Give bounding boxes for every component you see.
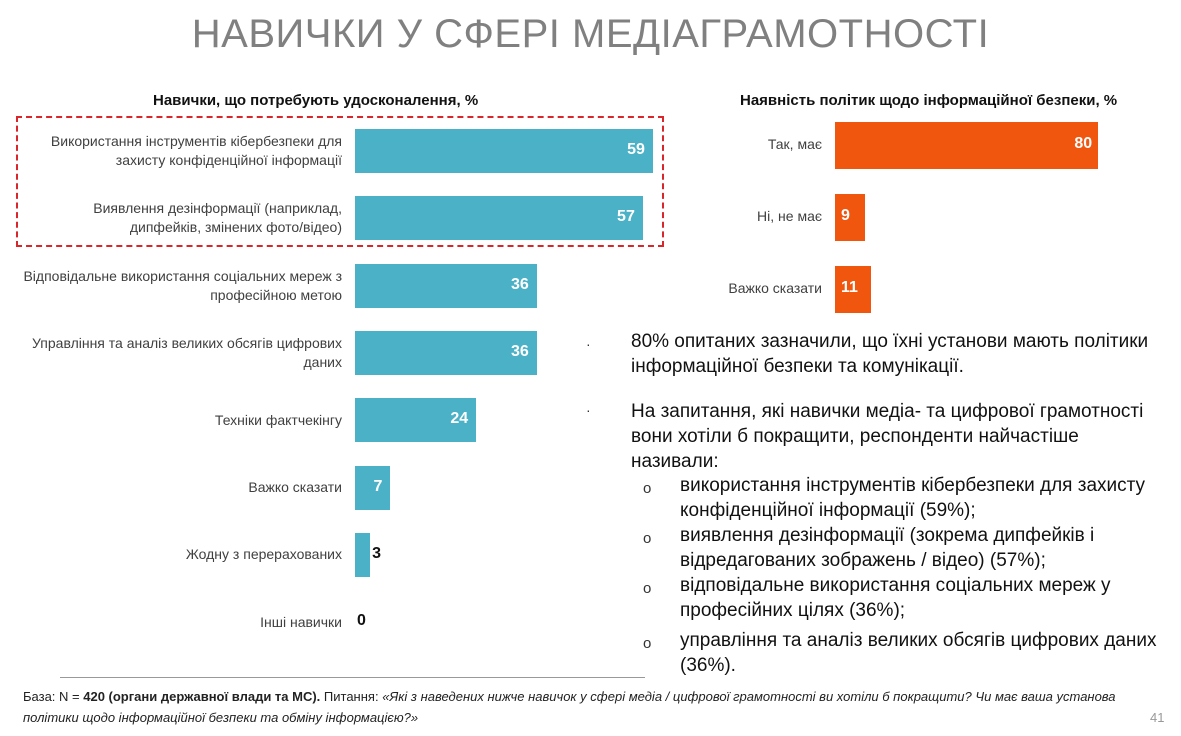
bar-value: 36 bbox=[511, 342, 529, 360]
bar bbox=[835, 266, 872, 313]
bar-label: Інші навички bbox=[260, 613, 342, 630]
bar-value: 80 bbox=[1074, 135, 1093, 152]
bar bbox=[355, 330, 537, 375]
bar bbox=[835, 194, 865, 241]
summary-bullet-2: На запитання, які навички медіа- та цифр… bbox=[631, 401, 1144, 472]
bar bbox=[355, 263, 537, 308]
bar-label: Виявлення дезінформації (наприклад, дипф… bbox=[93, 200, 342, 236]
summary-sub-item: управління та аналіз великих обсягів циф… bbox=[680, 630, 1157, 676]
base-label: База: N = bbox=[23, 689, 84, 704]
bar bbox=[355, 129, 653, 173]
sub-bullet-icon: o bbox=[643, 480, 652, 497]
summary-sub-item: виявлення дезінформації (зокрема дипфейк… bbox=[680, 525, 1095, 571]
sub-bullet-icon: o bbox=[643, 530, 652, 547]
bar-label: Ні, не має bbox=[757, 208, 822, 224]
summary-sub-item: відповідальне використання соціальних ме… bbox=[680, 575, 1111, 621]
bar-label: Так, має bbox=[767, 136, 822, 152]
bar-label: Важко сказати bbox=[728, 280, 822, 296]
bar-value: 59 bbox=[627, 141, 645, 158]
page-number: 41 bbox=[1150, 710, 1165, 725]
bar-value: 9 bbox=[841, 207, 850, 224]
bar-value: 57 bbox=[617, 208, 635, 226]
sub-bullet-icon: o bbox=[643, 635, 652, 652]
bar bbox=[835, 122, 1099, 169]
summary-sub-item: використання інструментів кібербезпеки д… bbox=[680, 475, 1146, 521]
bar-value: 11 bbox=[841, 279, 858, 296]
sub-bullet-icon: o bbox=[643, 580, 652, 597]
bar-value: 7 bbox=[373, 477, 383, 495]
bar-label: Відповідальне використання соціальних ме… bbox=[23, 267, 342, 303]
summary-bullet-1: 80% опитаних зазначили, що їхні установи… bbox=[631, 331, 1149, 377]
base-value: 420 (органи державної влади та МС). bbox=[83, 689, 321, 704]
bar-value: 36 bbox=[511, 275, 529, 293]
highlight-box bbox=[16, 116, 664, 247]
footer-divider bbox=[60, 677, 645, 678]
bar-label: Використання інструментів кібербезпеки д… bbox=[50, 133, 342, 168]
bar bbox=[355, 196, 643, 241]
footer-note: База: N = 420 (органи державної влади та… bbox=[23, 686, 1123, 728]
question-label: Питання: bbox=[320, 689, 383, 704]
slide-title: НАВИЧКИ У СФЕРІ МЕДІАГРАМОТНОСТІ bbox=[191, 12, 990, 56]
bar-value: 0 bbox=[357, 612, 366, 630]
bar bbox=[355, 532, 371, 577]
bullet-icon: · bbox=[586, 402, 591, 418]
bar bbox=[355, 398, 477, 443]
bar bbox=[355, 465, 391, 510]
bar-label: Важко сказати bbox=[248, 479, 342, 495]
bar-label: Жодну з перерахованих bbox=[185, 546, 342, 563]
bar-value: 24 bbox=[450, 410, 469, 428]
right-chart-title: Наявність політик щодо інформаційної без… bbox=[740, 92, 1118, 109]
bar-label: Техніки фактчекінгу bbox=[214, 411, 342, 428]
question-text: «Які з наведених нижче навичок у сфері м… bbox=[23, 689, 1116, 725]
bar-value: 3 bbox=[372, 544, 382, 562]
bullet-icon: · bbox=[586, 336, 591, 352]
bar-label: Управління та аналіз великих обсягів циф… bbox=[32, 334, 342, 370]
left-chart-title: Навички, що потребують удосконалення, % bbox=[153, 92, 479, 109]
